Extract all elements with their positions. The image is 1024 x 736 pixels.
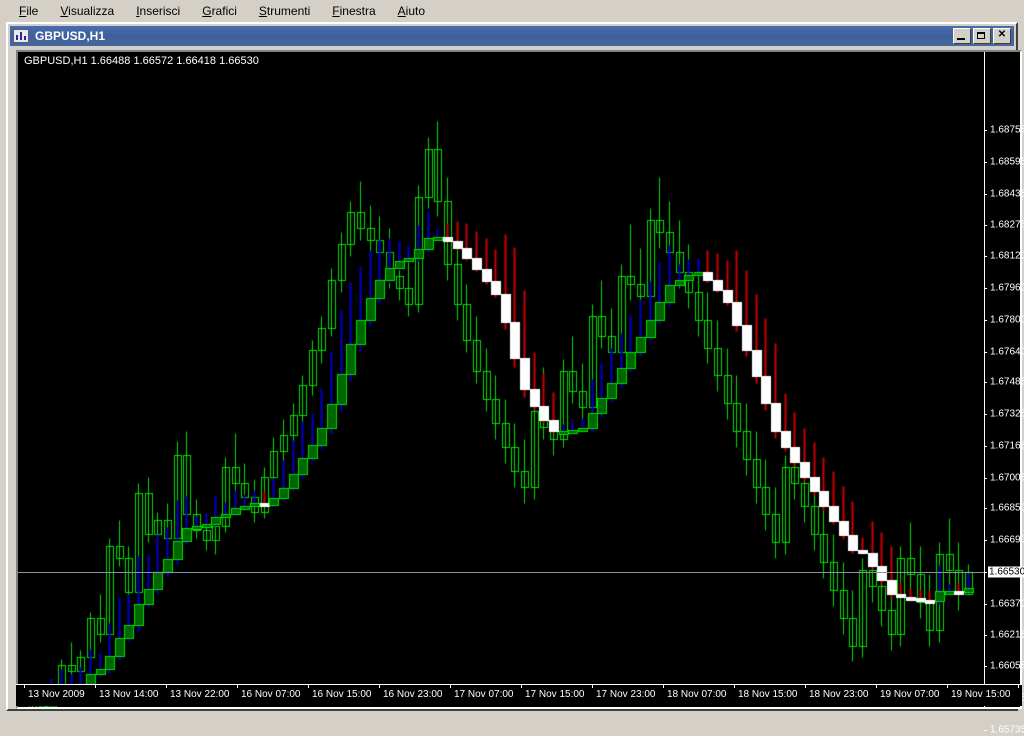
price-tick <box>984 634 987 636</box>
price-tick <box>984 287 987 289</box>
price-tick-label: 1.66215 <box>990 629 1024 641</box>
price-tick-label: 1.66850 <box>990 502 1024 514</box>
price-tick-label: 1.65735 <box>990 724 1024 736</box>
time-tick-label: 13 Nov 14:00 <box>99 689 159 700</box>
time-tick-label: 16 Nov 23:00 <box>383 689 443 700</box>
price-tick <box>984 161 987 163</box>
minimize-button[interactable] <box>953 28 971 44</box>
window-controls: ✕ <box>953 28 1011 44</box>
time-tick <box>947 685 948 688</box>
time-tick-label: 17 Nov 23:00 <box>596 689 656 700</box>
price-tick <box>984 666 987 668</box>
chart-window-icon <box>13 29 29 43</box>
close-button[interactable]: ✕ <box>993 28 1011 44</box>
price-tick <box>984 319 987 321</box>
price-tick-label: 1.66055 <box>990 660 1024 672</box>
price-tick <box>984 225 987 227</box>
price-tick-label: 1.67960 <box>990 282 1024 294</box>
maximize-button[interactable] <box>973 28 991 44</box>
chart-plot[interactable]: GBPUSD,H1 1.66488 1.66572 1.66418 1.6653… <box>18 52 984 707</box>
price-tick <box>984 193 987 195</box>
price-scale-axis[interactable]: 1.68755 1.68595 1.68435 1.68275 1.68120 1.679… <box>984 52 1024 736</box>
chart-window-title: GBPUSD,H1 <box>35 29 106 43</box>
time-tick <box>663 685 664 688</box>
time-tick <box>24 685 25 688</box>
time-scale-axis[interactable]: 13 Nov 2009 13 Nov 14:00 13 Nov 22:00 16 No… <box>16 684 1022 706</box>
menu-item-inserisci[interactable]: Inserisci <box>136 4 181 18</box>
candlestick-canvas[interactable] <box>18 52 984 707</box>
menu-item-file[interactable]: File <box>19 4 39 18</box>
chart-canvas-area[interactable]: GBPUSD,H1 1.66488 1.66572 1.66418 1.6653… <box>16 50 1024 736</box>
price-tick-label: 1.68755 <box>990 124 1024 136</box>
time-tick-label: 13 Nov 22:00 <box>170 689 230 700</box>
price-tick-label: 1.67005 <box>990 472 1024 484</box>
menu-item-strumenti[interactable]: Strumenti <box>258 4 311 18</box>
price-tick-label: 1.67800 <box>990 314 1024 326</box>
menu-item-visualizza[interactable]: Visualizza <box>60 4 115 18</box>
time-tick-label: 13 Nov 2009 <box>28 689 85 700</box>
chart-child-window: GBPUSD,H1 ✕ GBPUSD,H1 1.66488 1.66572 1.… <box>6 22 1024 736</box>
current-price-line <box>18 572 984 574</box>
price-tick <box>984 477 987 479</box>
time-tick <box>805 685 806 688</box>
price-tick <box>984 256 987 258</box>
menu-item-finestra[interactable]: Finestra <box>332 4 376 18</box>
menu-item-aiuto[interactable]: Aiuto <box>397 4 426 18</box>
price-tick-label: 1.67640 <box>990 346 1024 358</box>
price-tick <box>984 382 987 384</box>
time-tick-label: 18 Nov 15:00 <box>738 689 798 700</box>
price-tick-label: 1.68275 <box>990 219 1024 231</box>
time-tick <box>95 685 96 688</box>
time-tick <box>876 685 877 688</box>
chart-quote-line: GBPUSD,H1 1.66488 1.66572 1.66418 1.6653… <box>24 55 259 67</box>
time-tick-label: 17 Nov 15:00 <box>525 689 585 700</box>
time-tick-label: 19 Nov 07:00 <box>880 689 940 700</box>
price-tick-label: 1.67325 <box>990 408 1024 420</box>
time-tick <box>308 685 309 688</box>
current-price-label: 1.66530 <box>988 566 1024 578</box>
price-tick <box>984 572 987 574</box>
time-tick-label: 17 Nov 07:00 <box>454 689 514 700</box>
time-tick-label: 19 Nov 15:00 <box>951 689 1011 700</box>
time-tick-label: 18 Nov 23:00 <box>809 689 869 700</box>
price-tick-label: 1.66370 <box>990 598 1024 610</box>
price-tick-label: 1.67165 <box>990 440 1024 452</box>
time-tick-label: 18 Nov 07:00 <box>667 689 727 700</box>
price-tick <box>984 508 987 510</box>
price-tick-label: 1.67485 <box>990 376 1024 388</box>
price-tick <box>984 603 987 605</box>
time-tick <box>734 685 735 688</box>
price-tick-label: 1.68435 <box>990 188 1024 200</box>
time-tick <box>379 685 380 688</box>
price-tick <box>984 351 987 353</box>
menu-item-grafici[interactable]: Grafici <box>202 4 237 18</box>
price-tick <box>984 445 987 447</box>
menu-bar: File Visualizza Inserisci Grafici Strumenti F… <box>0 0 1024 22</box>
chart-title-bar[interactable]: GBPUSD,H1 ✕ <box>10 26 1014 46</box>
price-tick-label: 1.66690 <box>990 534 1024 546</box>
time-tick <box>166 685 167 688</box>
time-tick <box>237 685 238 688</box>
time-tick-label: 16 Nov 15:00 <box>312 689 372 700</box>
price-tick <box>984 414 987 416</box>
price-tick-label: 1.68595 <box>990 156 1024 168</box>
time-tick <box>521 685 522 688</box>
price-tick <box>984 730 987 731</box>
time-tick <box>450 685 451 688</box>
price-tick <box>984 540 987 542</box>
time-tick <box>592 685 593 688</box>
price-tick <box>984 130 987 131</box>
time-tick <box>1018 685 1019 688</box>
time-tick-label: 16 Nov 07:00 <box>241 689 301 700</box>
price-tick-label: 1.68120 <box>990 250 1024 262</box>
